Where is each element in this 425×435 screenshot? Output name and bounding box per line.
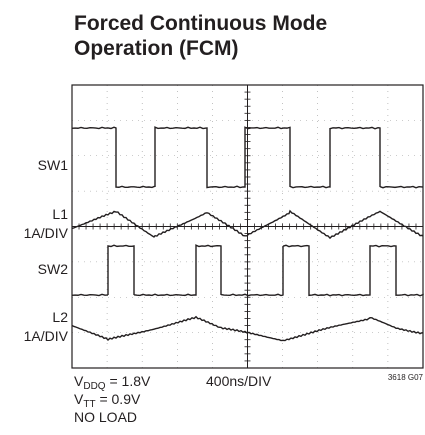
trace-label: SW2 bbox=[38, 261, 69, 277]
traces bbox=[71, 126, 424, 342]
l1-trace bbox=[71, 209, 424, 240]
subscript: DDQ bbox=[83, 381, 105, 392]
value: = 1.8V bbox=[106, 373, 151, 389]
vtt-note: VTT = 0.9V bbox=[74, 391, 141, 410]
trace-label: L2 bbox=[52, 309, 68, 325]
l2-trace bbox=[71, 315, 424, 342]
load-note: NO LOAD bbox=[74, 409, 137, 425]
symbol: V bbox=[74, 373, 84, 389]
value: = 0.9V bbox=[96, 391, 141, 407]
timebase: 400ns/DIV bbox=[206, 373, 272, 389]
subscript: TT bbox=[83, 399, 95, 410]
sw2-trace bbox=[71, 244, 424, 297]
figure-id: 3618 G07 bbox=[388, 373, 424, 382]
scope-frame bbox=[71, 84, 424, 369]
trace-label: L1 bbox=[52, 206, 68, 222]
trace-scale: 1A/DIV bbox=[24, 328, 69, 344]
title-line: Forced Continuous Mode bbox=[74, 12, 327, 35]
title-line: Operation (FCM) bbox=[74, 37, 238, 60]
trace-scale: 1A/DIV bbox=[24, 225, 69, 241]
vddq-note: VDDQ = 1.8V bbox=[74, 373, 151, 392]
sw1-trace bbox=[71, 126, 424, 189]
symbol: V bbox=[74, 391, 84, 407]
trace-label: SW1 bbox=[38, 157, 69, 173]
